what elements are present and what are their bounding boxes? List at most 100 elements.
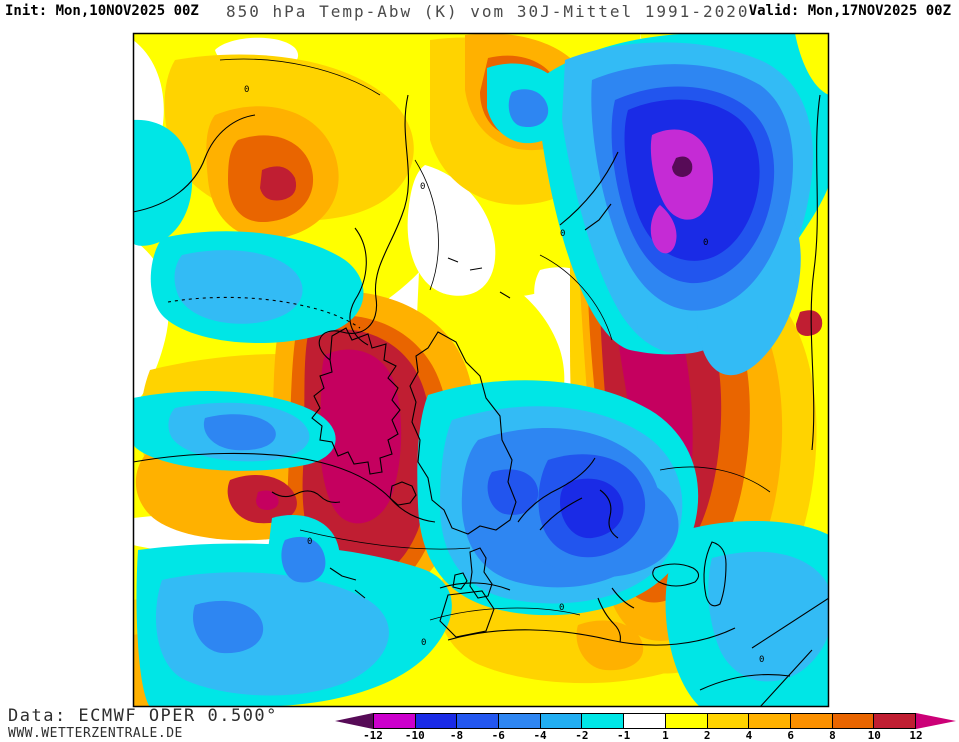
colorbar-segment (539, 713, 582, 728)
contour-path (414, 159, 439, 291)
coastline-path (167, 296, 361, 329)
coastline-path (469, 547, 493, 599)
contour-path (219, 58, 381, 96)
region-blob (672, 156, 693, 177)
colorbar-segment (456, 713, 499, 728)
init-datetime: Init: Mon,10NOV2025 00Z (5, 3, 199, 19)
colorbar-tick-label: -8 (449, 729, 464, 742)
coastline-path (597, 597, 621, 643)
colorbar-segment (706, 713, 749, 728)
colorbar-segment (748, 713, 790, 728)
colorbar-row (335, 712, 956, 729)
zero-contours (219, 58, 771, 621)
coastline-path (652, 563, 700, 587)
colorbar-tick-label: -10 (404, 729, 425, 742)
cold-layer-6 (650, 129, 714, 254)
region-blob (796, 310, 823, 336)
colorbar: -12 -10 -8 -6 -4 -2 -1 1 2 4 6 8 10 12 (335, 712, 957, 742)
contour-label: 0 (703, 238, 708, 248)
contour-path (539, 254, 613, 341)
coastline-path (439, 590, 495, 638)
colorbar-tick-label: 6 (787, 729, 794, 742)
colorbar-tick-label: 1 (662, 729, 669, 742)
colorbar-segment (498, 713, 540, 728)
coastline-path (439, 582, 511, 591)
contour-label: 0 (307, 537, 312, 547)
colorbar-segments (373, 712, 916, 729)
region-blob (281, 536, 326, 583)
colorbar-tick-label: 8 (829, 729, 836, 742)
coastline-path (318, 94, 409, 361)
colorbar-segment (623, 713, 665, 728)
colorbar-tick-label: -2 (575, 729, 589, 742)
region-blob (256, 490, 279, 510)
coastline-path (311, 327, 401, 475)
contour-label: 0 (560, 229, 565, 239)
coastline-path (447, 627, 736, 646)
coastline-path (133, 452, 436, 523)
colorbar-tick-label: 2 (703, 729, 711, 742)
region-blob (203, 414, 276, 451)
contour-path (429, 607, 581, 621)
coastline-path (409, 331, 517, 535)
region-blob (407, 165, 496, 296)
colorbar-tick-label: 12 (909, 729, 923, 742)
region-blob (560, 478, 624, 539)
colorbar-segment (664, 713, 707, 728)
coastline-path (810, 94, 821, 451)
region-blob (576, 620, 644, 671)
region-blob (795, 33, 829, 95)
colorbar-tick-label: 10 (867, 729, 881, 742)
coastline-path (611, 587, 635, 609)
colorbar-segment (873, 713, 915, 728)
coastline-path (703, 541, 727, 607)
coastline-path (389, 481, 417, 506)
region-blob (487, 469, 539, 515)
website-label: WWW.WETTERZENTRALE.DE (8, 726, 183, 741)
contour-path (299, 529, 471, 550)
contour-label: 0 (244, 85, 249, 95)
region-blob (650, 129, 714, 254)
region-blob (193, 600, 264, 654)
colorbar-segment (581, 713, 624, 728)
colorbar-segment (374, 713, 415, 728)
zero-contour-labels: 0 0 0 0 0 0 0 0 (244, 85, 764, 665)
colorbar-tick-label: -4 (533, 729, 547, 742)
coastline-path (699, 597, 829, 707)
colorbar-tick-label: -6 (491, 729, 505, 742)
contour-label: 0 (421, 638, 426, 648)
cold-layer-7 (672, 156, 693, 177)
coastline-path (271, 490, 341, 503)
colorbar-segment (414, 713, 457, 728)
region-blob (508, 89, 549, 128)
contour-label: 0 (420, 182, 425, 192)
contour-path (659, 466, 771, 493)
colorbar-left-arrow (335, 712, 373, 729)
colorbar-tick-label: -12 (363, 729, 383, 742)
valid-datetime: Valid: Mon,17NOV2025 00Z (748, 3, 951, 19)
contour-label: 0 (759, 655, 764, 665)
data-source-label: Data: ECMWF OPER 0.500° (8, 706, 278, 726)
coastline-path (559, 151, 619, 231)
contour-label: 0 (559, 603, 564, 613)
coastline-path (599, 489, 619, 539)
colorbar-tick-label: -1 (616, 729, 631, 742)
coastline-path (133, 114, 256, 213)
map-title: 850 hPa Temp-Abw (K) vom 30J-Mittel 1991… (226, 2, 750, 21)
region-blob (174, 250, 303, 324)
region-blob (133, 119, 193, 246)
coastline-path (539, 497, 583, 531)
coastline-path (517, 457, 596, 523)
coastline-path (349, 227, 369, 346)
region-blob (319, 349, 402, 524)
coastline-path (329, 567, 366, 599)
coastline-path (447, 257, 511, 299)
colorbar-segment (831, 713, 874, 728)
header: Init: Mon,10NOV2025 00Z 850 hPa Temp-Abw… (0, 0, 959, 33)
colorbar-labels: -12 -10 -8 -6 -4 -2 -1 1 2 4 6 8 10 12 (335, 729, 957, 742)
colorbar-segment (789, 713, 832, 728)
colorbar-right-arrow (916, 712, 956, 729)
coastlines (133, 94, 829, 707)
colorbar-tick-label: 4 (745, 729, 753, 742)
